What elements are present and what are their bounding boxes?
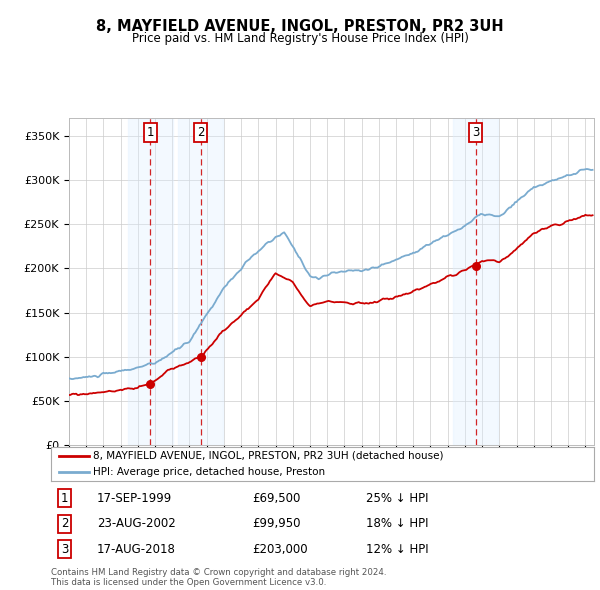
Text: £203,000: £203,000	[252, 543, 308, 556]
Text: £69,500: £69,500	[252, 491, 300, 504]
Text: 8, MAYFIELD AVENUE, INGOL, PRESTON, PR2 3UH (detached house): 8, MAYFIELD AVENUE, INGOL, PRESTON, PR2 …	[94, 451, 444, 461]
Text: Price paid vs. HM Land Registry's House Price Index (HPI): Price paid vs. HM Land Registry's House …	[131, 32, 469, 45]
Text: Contains HM Land Registry data © Crown copyright and database right 2024.
This d: Contains HM Land Registry data © Crown c…	[51, 568, 386, 587]
Bar	[178, 118, 223, 445]
Text: 17-SEP-1999: 17-SEP-1999	[97, 491, 172, 504]
Text: 2: 2	[61, 517, 68, 530]
Text: 25% ↓ HPI: 25% ↓ HPI	[366, 491, 428, 504]
Text: 23-AUG-2002: 23-AUG-2002	[97, 517, 176, 530]
Text: 8, MAYFIELD AVENUE, INGOL, PRESTON, PR2 3UH: 8, MAYFIELD AVENUE, INGOL, PRESTON, PR2 …	[96, 19, 504, 34]
Text: 2: 2	[197, 126, 204, 139]
Text: HPI: Average price, detached house, Preston: HPI: Average price, detached house, Pres…	[94, 467, 325, 477]
Text: 12% ↓ HPI: 12% ↓ HPI	[366, 543, 428, 556]
Bar	[454, 118, 498, 445]
Text: £99,950: £99,950	[252, 517, 301, 530]
Bar	[128, 118, 173, 445]
Text: 17-AUG-2018: 17-AUG-2018	[97, 543, 176, 556]
Text: 1: 1	[61, 491, 68, 504]
Text: 3: 3	[472, 126, 479, 139]
Text: 18% ↓ HPI: 18% ↓ HPI	[366, 517, 428, 530]
Text: 3: 3	[61, 543, 68, 556]
Text: 1: 1	[146, 126, 154, 139]
